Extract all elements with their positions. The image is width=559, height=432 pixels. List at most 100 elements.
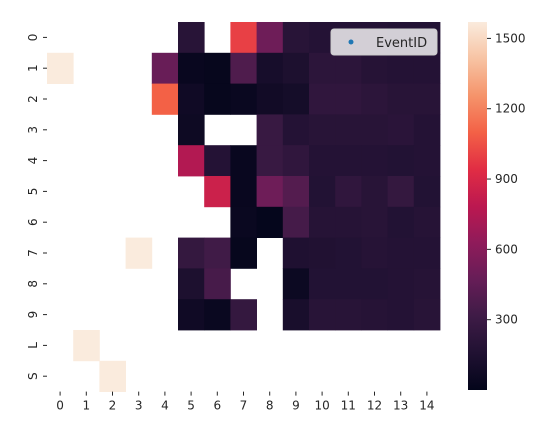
heatmap-cell bbox=[282, 237, 310, 269]
heatmap-cell bbox=[387, 145, 415, 177]
x-tick-label: 12 bbox=[367, 399, 382, 413]
colorbar-tick-label: 1200 bbox=[495, 102, 526, 116]
colorbar-ticks: 300 600 900 1200 1500 bbox=[487, 31, 526, 327]
heatmap-cell bbox=[413, 268, 441, 300]
x-tick-label: 2 bbox=[109, 399, 117, 413]
heatmap-cell bbox=[413, 114, 441, 146]
x-tick-label: 6 bbox=[213, 399, 221, 413]
heatmap-cell bbox=[230, 206, 257, 238]
heatmap-cell bbox=[335, 299, 362, 331]
heatmap-cell bbox=[204, 176, 231, 208]
heatmap-cell bbox=[335, 176, 362, 208]
x-tick-label: 0 bbox=[56, 399, 64, 413]
heatmap-cell bbox=[361, 268, 388, 300]
heatmap-cell bbox=[282, 145, 310, 177]
x-tick-label: 8 bbox=[266, 399, 274, 413]
heatmap-cell bbox=[230, 52, 257, 84]
x-tick-label: 3 bbox=[135, 399, 143, 413]
colorbar bbox=[468, 22, 487, 390]
heatmap-cell bbox=[387, 176, 415, 208]
heatmap-cell bbox=[282, 52, 310, 84]
heatmap-cell bbox=[230, 237, 257, 269]
heatmap-cell bbox=[204, 299, 231, 331]
heatmap-cell bbox=[361, 52, 388, 84]
colorbar-tick-label: 600 bbox=[495, 242, 518, 256]
y-tick-label: 1 bbox=[26, 64, 40, 72]
heatmap-cell bbox=[178, 83, 205, 115]
y-tick-label: 7 bbox=[26, 249, 40, 257]
heatmap-cell bbox=[99, 360, 126, 392]
heatmap-cell bbox=[335, 83, 362, 115]
heatmap-cell bbox=[335, 114, 362, 146]
heatmap-cell bbox=[178, 237, 205, 269]
heatmap-cell bbox=[387, 299, 415, 331]
heatmap-cell bbox=[309, 114, 336, 146]
heatmap-cell bbox=[230, 299, 257, 331]
heatmap-cell bbox=[282, 176, 310, 208]
y-tick-label: 9 bbox=[26, 311, 40, 319]
x-tick-label: 9 bbox=[292, 399, 300, 413]
heatmap-cell bbox=[387, 114, 415, 146]
y-tick-label: 5 bbox=[26, 188, 40, 196]
heatmap-cell bbox=[230, 176, 257, 208]
heatmap-cell bbox=[282, 206, 310, 238]
heatmap-cell bbox=[282, 299, 310, 331]
heatmap-cell bbox=[256, 22, 284, 54]
x-tick-label: 7 bbox=[240, 399, 248, 413]
heatmap-cell bbox=[204, 145, 231, 177]
heatmap-cell bbox=[413, 145, 441, 177]
legend: EventID bbox=[330, 28, 438, 56]
heatmap-cell bbox=[361, 299, 388, 331]
heatmap-cell bbox=[361, 176, 388, 208]
heatmap-cell bbox=[256, 83, 284, 115]
heatmap-cell bbox=[230, 22, 257, 54]
legend-marker bbox=[348, 39, 354, 45]
y-tick-label: 0 bbox=[26, 34, 40, 42]
y-tick-label: 4 bbox=[26, 157, 40, 165]
heatmap-cell bbox=[178, 22, 205, 54]
heatmap-cell bbox=[178, 299, 205, 331]
heatmap-cell bbox=[73, 330, 100, 362]
heatmap-cell bbox=[204, 83, 231, 115]
heatmap-cell bbox=[309, 52, 336, 84]
heatmap-cell bbox=[361, 114, 388, 146]
heatmap-cell bbox=[230, 145, 257, 177]
colorbar-tick-label: 1500 bbox=[495, 31, 526, 45]
legend-label: EventID bbox=[376, 36, 427, 51]
heatmap-cell bbox=[309, 206, 336, 238]
heatmap-cell bbox=[256, 176, 284, 208]
x-tick-label: 10 bbox=[314, 399, 329, 413]
x-axis-ticks: 0 1 2 3 4 5 6 7 8 9 10 11 12 13 14 bbox=[56, 391, 435, 413]
heatmap-cell bbox=[309, 268, 336, 300]
heatmap-cell bbox=[413, 237, 441, 269]
heatmap-cell bbox=[309, 145, 336, 177]
heatmap-cell bbox=[413, 176, 441, 208]
y-tick-label: L bbox=[26, 342, 40, 349]
heatmap-cell bbox=[256, 114, 284, 146]
x-tick-label: 14 bbox=[419, 399, 434, 413]
heatmap-cell bbox=[282, 83, 310, 115]
heatmap-cell bbox=[361, 237, 388, 269]
heatmap-cell bbox=[361, 206, 388, 238]
heatmap-cell bbox=[151, 52, 179, 84]
y-axis-ticks: 0 1 2 3 4 5 6 7 8 9 L S bbox=[26, 34, 47, 380]
heatmap-cell bbox=[47, 52, 74, 84]
heatmap-cell bbox=[309, 176, 336, 208]
heatmap-cell bbox=[256, 52, 284, 84]
heatmap-cell bbox=[335, 237, 362, 269]
heatmap-cell bbox=[204, 52, 231, 84]
x-tick-label: 11 bbox=[341, 399, 356, 413]
heatmap-cell bbox=[309, 83, 336, 115]
legend-box bbox=[330, 28, 438, 56]
heatmap-cell bbox=[413, 206, 441, 238]
colorbar-tick-label: 300 bbox=[495, 313, 518, 327]
heatmap-cell bbox=[178, 114, 205, 146]
y-tick-label: S bbox=[26, 372, 40, 380]
heatmap-cell bbox=[361, 145, 388, 177]
heatmap-cell bbox=[282, 268, 310, 300]
heatmap-cell bbox=[387, 206, 415, 238]
heatmap-cell bbox=[413, 52, 441, 84]
heatmap-cell bbox=[361, 83, 388, 115]
heatmap-cell bbox=[178, 268, 205, 300]
